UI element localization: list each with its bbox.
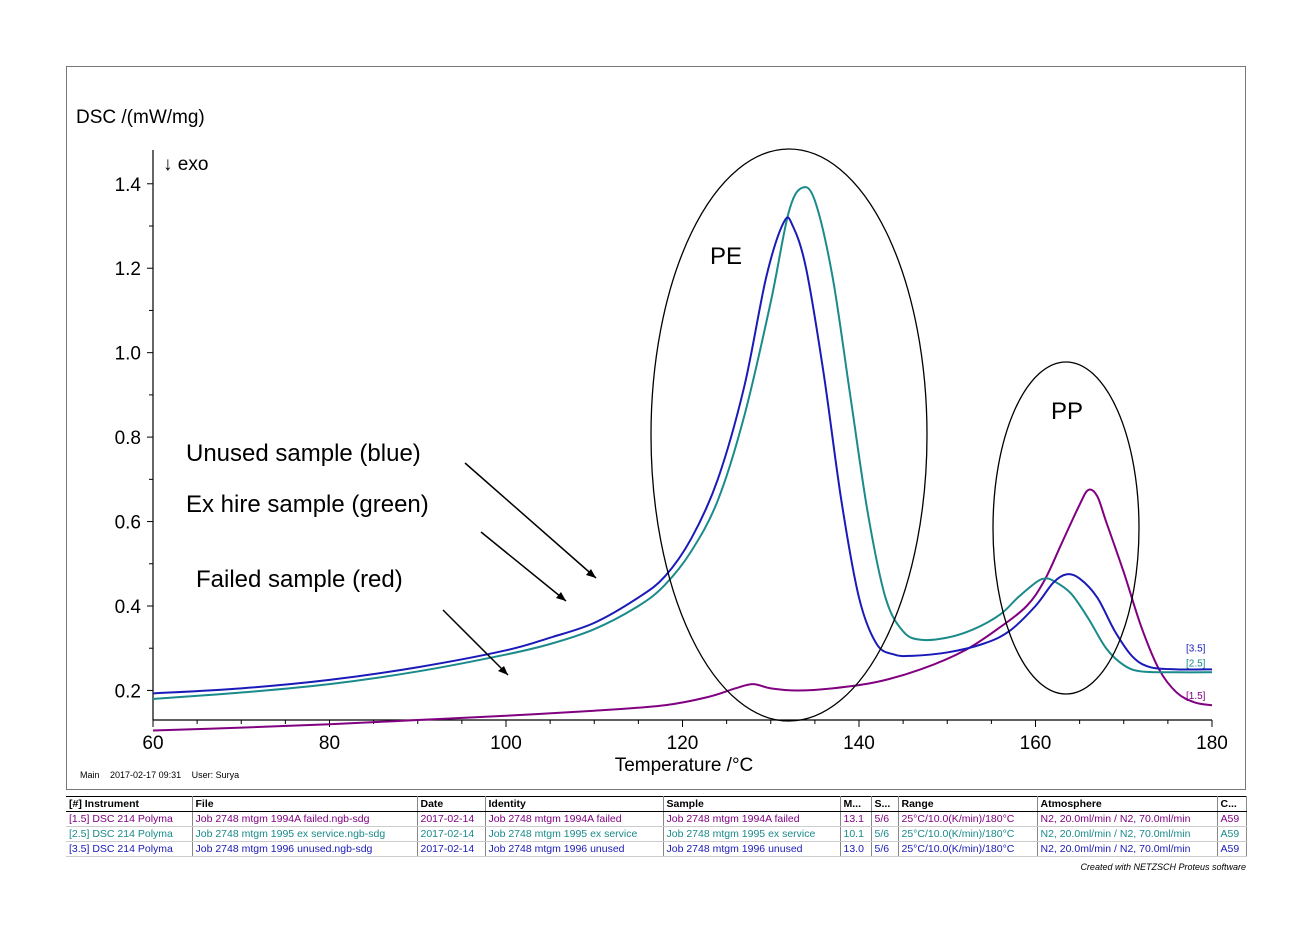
y-tick-label: 1.4 <box>115 175 142 196</box>
legend-header-cell: Sample <box>663 796 841 812</box>
y-tick-label: 1.2 <box>115 259 141 280</box>
unused-sample-label: Unused sample (blue) <box>186 440 421 467</box>
legend-cell: N2, 20.0ml/min / N2, 70.0ml/min <box>1037 826 1218 842</box>
exo-direction-label: ↓ exo <box>163 154 208 175</box>
annotation-layer: PE PP Unused sample (blue) Ex hire sampl… <box>186 148 1140 722</box>
legend-cell: 25°C/10.0(K/min)/180°C <box>898 811 1038 827</box>
series-line-3.5 <box>152 216 1213 695</box>
legend-cell: N2, 20.0ml/min / N2, 70.0ml/min <box>1037 811 1218 827</box>
user-label: User: Surya <box>191 770 240 780</box>
legend-header-cell: Date <box>417 796 486 812</box>
legend-cell: N2, 20.0ml/min / N2, 70.0ml/min <box>1037 841 1218 857</box>
legend-cell: 10.1 <box>840 826 872 842</box>
failed-sample-label: Failed sample (red) <box>196 566 403 593</box>
series-tag: [2.5] <box>1186 658 1206 669</box>
x-tick-label: 80 <box>319 733 340 754</box>
x-tick-label: 180 <box>1196 733 1228 754</box>
pp-ellipse <box>992 361 1140 695</box>
legend-cell: Job 2748 mtgm 1994A failed <box>485 811 664 827</box>
pe-label: PE <box>710 243 742 270</box>
y-axis-label: DSC /(mW/mg) <box>76 107 205 128</box>
legend-cell: A59 <box>1217 841 1247 857</box>
measurement-meta: Main 2017-02-17 09:31 User: Surya <box>80 770 247 780</box>
legend-cell: 25°C/10.0(K/min)/180°C <box>898 841 1038 857</box>
axes: 60 80 100 120 140 160 180 0.2 0.4 0.6 0.8 1.0 1.2 1.4 <box>115 150 1228 754</box>
legend-body: [1.5] DSC 214 Polyma Job 2748 mtgm 1994A … <box>66 811 1247 857</box>
legend-row: [1.5] DSC 214 Polyma Job 2748 mtgm 1994A … <box>66 811 1247 827</box>
legend-cell: 2017-02-14 <box>417 841 486 857</box>
pe-ellipse <box>650 148 928 722</box>
legend-table: [#] Instrument File Date Identity Sample M...… <box>66 796 1247 857</box>
legend-row: [3.5] DSC 214 Polyma Job 2748 mtgm 1996 u… <box>66 841 1247 857</box>
y-tick-label: 0.2 <box>115 681 141 702</box>
unused-arrow-head <box>586 569 596 578</box>
software-credit: Created with NETZSCH Proteus software <box>1080 862 1246 872</box>
x-tick-label: 120 <box>667 733 699 754</box>
failed-arrow <box>442 609 509 676</box>
unused-arrow <box>464 462 597 579</box>
legend-cell: 5/6 <box>871 841 899 857</box>
legend-cell: 5/6 <box>871 811 899 827</box>
legend-cell: 13.0 <box>840 841 872 857</box>
x-tick-label: 100 <box>490 733 522 754</box>
dsc-chart: DSC /(mW/mg) ↓ exo Temperature /°C 60 80 1… <box>76 107 1228 776</box>
y-tick-label: 0.6 <box>115 513 141 534</box>
legend-cell: A59 <box>1217 811 1247 827</box>
legend-cell: 2017-02-14 <box>417 811 486 827</box>
legend-header-cell: Identity <box>485 796 664 812</box>
legend-header-cell: M... <box>840 796 872 812</box>
legend-cell: [3.5] DSC 214 Polyma <box>66 841 193 857</box>
legend-header-row: [#] Instrument File Date Identity Sample M...… <box>66 796 1247 812</box>
legend-cell: 13.1 <box>840 811 872 827</box>
legend-header-cell: S... <box>871 796 899 812</box>
legend-header-cell: File <box>192 796 418 812</box>
x-tick-label: 140 <box>843 733 875 754</box>
exhire-arrow-head <box>556 592 566 601</box>
legend-cell: Job 2748 mtgm 1994A failed.ngb-sdg <box>192 811 418 827</box>
legend-cell: [2.5] DSC 214 Polyma <box>66 826 193 842</box>
pp-label: PP <box>1051 398 1083 425</box>
legend-header-cell: Range <box>898 796 1038 812</box>
series-tag: [1.5] <box>1186 691 1206 702</box>
legend-cell: 2017-02-14 <box>417 826 486 842</box>
legend-cell: Job 2748 mtgm 1994A failed <box>663 811 841 827</box>
chart-frame <box>66 66 1246 790</box>
exhire-arrow <box>480 531 567 602</box>
legend-cell: A59 <box>1217 826 1247 842</box>
x-tick-label: 160 <box>1020 733 1052 754</box>
legend-cell: Job 2748 mtgm 1995 ex service.ngb-sdg <box>192 826 418 842</box>
y-tick-label: 0.8 <box>115 428 141 449</box>
datetime-label: 2017-02-17 09:31 <box>110 770 182 780</box>
series-layer: [1.5] [2.5] [3.5] <box>152 186 1213 732</box>
legend-cell: [1.5] DSC 214 Polyma <box>66 811 193 827</box>
series-tag: [3.5] <box>1186 643 1206 654</box>
y-tick-label: 1.0 <box>115 344 141 365</box>
exhire-sample-label: Ex hire sample (green) <box>186 491 429 518</box>
x-axis-label: Temperature /°C <box>615 755 754 776</box>
legend-cell: 5/6 <box>871 826 899 842</box>
legend-cell: Job 2748 mtgm 1996 unused <box>485 841 664 857</box>
legend-header-cell: C... <box>1217 796 1247 812</box>
legend-cell: 25°C/10.0(K/min)/180°C <box>898 826 1038 842</box>
legend-header-cell: Atmosphere <box>1037 796 1218 812</box>
series-line-1.5 <box>152 488 1213 732</box>
y-tick-label: 0.4 <box>115 597 142 618</box>
failed-arrow-head <box>498 666 508 675</box>
legend-cell: Job 2748 mtgm 1995 ex service <box>663 826 841 842</box>
legend-header-cell: [#] Instrument <box>66 796 193 812</box>
legend-cell: Job 2748 mtgm 1995 ex service <box>485 826 664 842</box>
legend-cell: Job 2748 mtgm 1996 unused.ngb-sdg <box>192 841 418 857</box>
legend-row: [2.5] DSC 214 Polyma Job 2748 mtgm 1995 e… <box>66 826 1247 842</box>
segment-label: Main <box>80 770 100 780</box>
legend-cell: Job 2748 mtgm 1996 unused <box>663 841 841 857</box>
series-line-2.5 <box>152 186 1213 700</box>
x-tick-label: 60 <box>142 733 163 754</box>
